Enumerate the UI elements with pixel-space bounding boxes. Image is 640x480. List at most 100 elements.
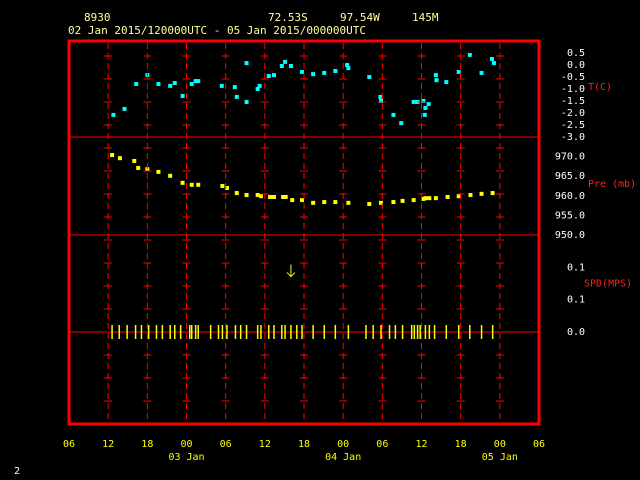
y-tick-label: 970.0: [555, 152, 585, 163]
x-day-label: 05 Jan: [482, 452, 518, 463]
y-tick-label: 960.0: [555, 191, 585, 202]
data-point: [156, 169, 161, 174]
data-point: [117, 156, 122, 161]
data-point: [391, 200, 396, 205]
data-point: [234, 94, 239, 99]
data-point: [232, 85, 237, 90]
data-point: [234, 191, 239, 196]
data-point: [423, 196, 428, 201]
y-tick-label: 0.1: [567, 262, 585, 273]
x-tick-label: 06: [220, 439, 232, 450]
data-point: [490, 57, 494, 61]
data-point: [491, 61, 496, 66]
data-point: [411, 198, 416, 203]
x-tick-label: 12: [415, 439, 427, 450]
data-point: [311, 72, 316, 77]
data-point: [345, 63, 350, 67]
x-day-label: 04 Jan: [325, 452, 361, 463]
y-tick-label: 965.0: [555, 171, 585, 182]
y-tick-label: -3.0: [561, 132, 585, 143]
data-point: [266, 74, 271, 79]
x-tick-label: 06: [533, 439, 545, 450]
data-point: [290, 198, 295, 203]
data-point: [445, 194, 450, 199]
data-point: [411, 99, 416, 104]
data-point: [220, 184, 225, 188]
data-point: [180, 180, 185, 185]
y-axis-label: SPD(MPS): [584, 279, 632, 290]
data-point: [196, 182, 201, 187]
data-point: [479, 191, 484, 196]
data-point: [433, 73, 438, 78]
data-point: [172, 81, 177, 85]
latitude: 72.53S: [268, 11, 308, 24]
x-tick-label: 18: [298, 439, 310, 450]
y-tick-label: -2.0: [561, 108, 585, 119]
data-point: [180, 93, 185, 98]
longitude: 97.54W: [340, 11, 380, 24]
x-day-label: 03 Jan: [168, 452, 204, 463]
data-point: [168, 83, 173, 88]
y-tick-label: -2.5: [561, 120, 585, 131]
data-point: [156, 81, 161, 86]
x-tick-label: 00: [494, 439, 506, 450]
data-point: [346, 200, 351, 205]
x-tick-label: 00: [337, 439, 349, 450]
data-point: [244, 61, 249, 66]
x-tick-label: 18: [141, 439, 153, 450]
data-point: [279, 63, 284, 68]
data-point: [468, 193, 473, 198]
data-point: [322, 70, 327, 75]
y-tick-label: -1.5: [561, 96, 585, 107]
station-id: 8930: [84, 11, 111, 24]
data-point: [145, 167, 150, 172]
data-point: [132, 158, 137, 163]
wind-arrow: [286, 264, 296, 278]
data-point: [333, 200, 338, 205]
data-point: [391, 112, 396, 117]
x-tick-label: 12: [259, 439, 271, 450]
y-axis-label: Pre (mb): [588, 179, 636, 190]
y-tick-label: 950.0: [555, 230, 585, 241]
y-tick-label: 955.0: [555, 210, 585, 221]
time-period: 02 Jan 2015/120000UTC - 05 Jan 2015/0000…: [68, 24, 366, 37]
data-point: [257, 83, 262, 88]
data-point: [271, 73, 276, 78]
y-axis-label: T(C): [588, 82, 612, 93]
data-point: [427, 196, 432, 201]
data-point: [400, 198, 405, 203]
data-point: [258, 194, 263, 199]
data-point: [224, 185, 229, 190]
data-point: [311, 200, 316, 205]
data-point: [189, 81, 194, 86]
data-point: [399, 121, 404, 126]
x-tick-label: 06: [376, 439, 388, 450]
data-point: [434, 78, 439, 83]
data-point: [479, 70, 484, 75]
data-point: [122, 106, 127, 111]
data-point: [189, 182, 194, 187]
data-point: [367, 75, 372, 79]
x-tick-label: 12: [102, 439, 114, 450]
data-point: [426, 102, 431, 107]
page-number: 2: [14, 466, 20, 477]
data-point: [378, 94, 383, 99]
data-point: [467, 52, 472, 57]
data-point: [283, 194, 288, 199]
data-point: [333, 69, 338, 73]
data-point: [196, 79, 201, 84]
data-point: [193, 79, 198, 84]
data-point: [255, 87, 260, 91]
data-point: [433, 196, 438, 201]
data-point: [110, 153, 115, 158]
data-point: [244, 193, 249, 198]
data-point: [456, 194, 461, 199]
data-point: [322, 200, 327, 205]
data-point: [456, 69, 461, 74]
data-point: [379, 200, 384, 205]
plot-frame: [67, 39, 541, 426]
data-point: [111, 112, 116, 117]
y-tick-label: 0.0: [567, 60, 585, 71]
